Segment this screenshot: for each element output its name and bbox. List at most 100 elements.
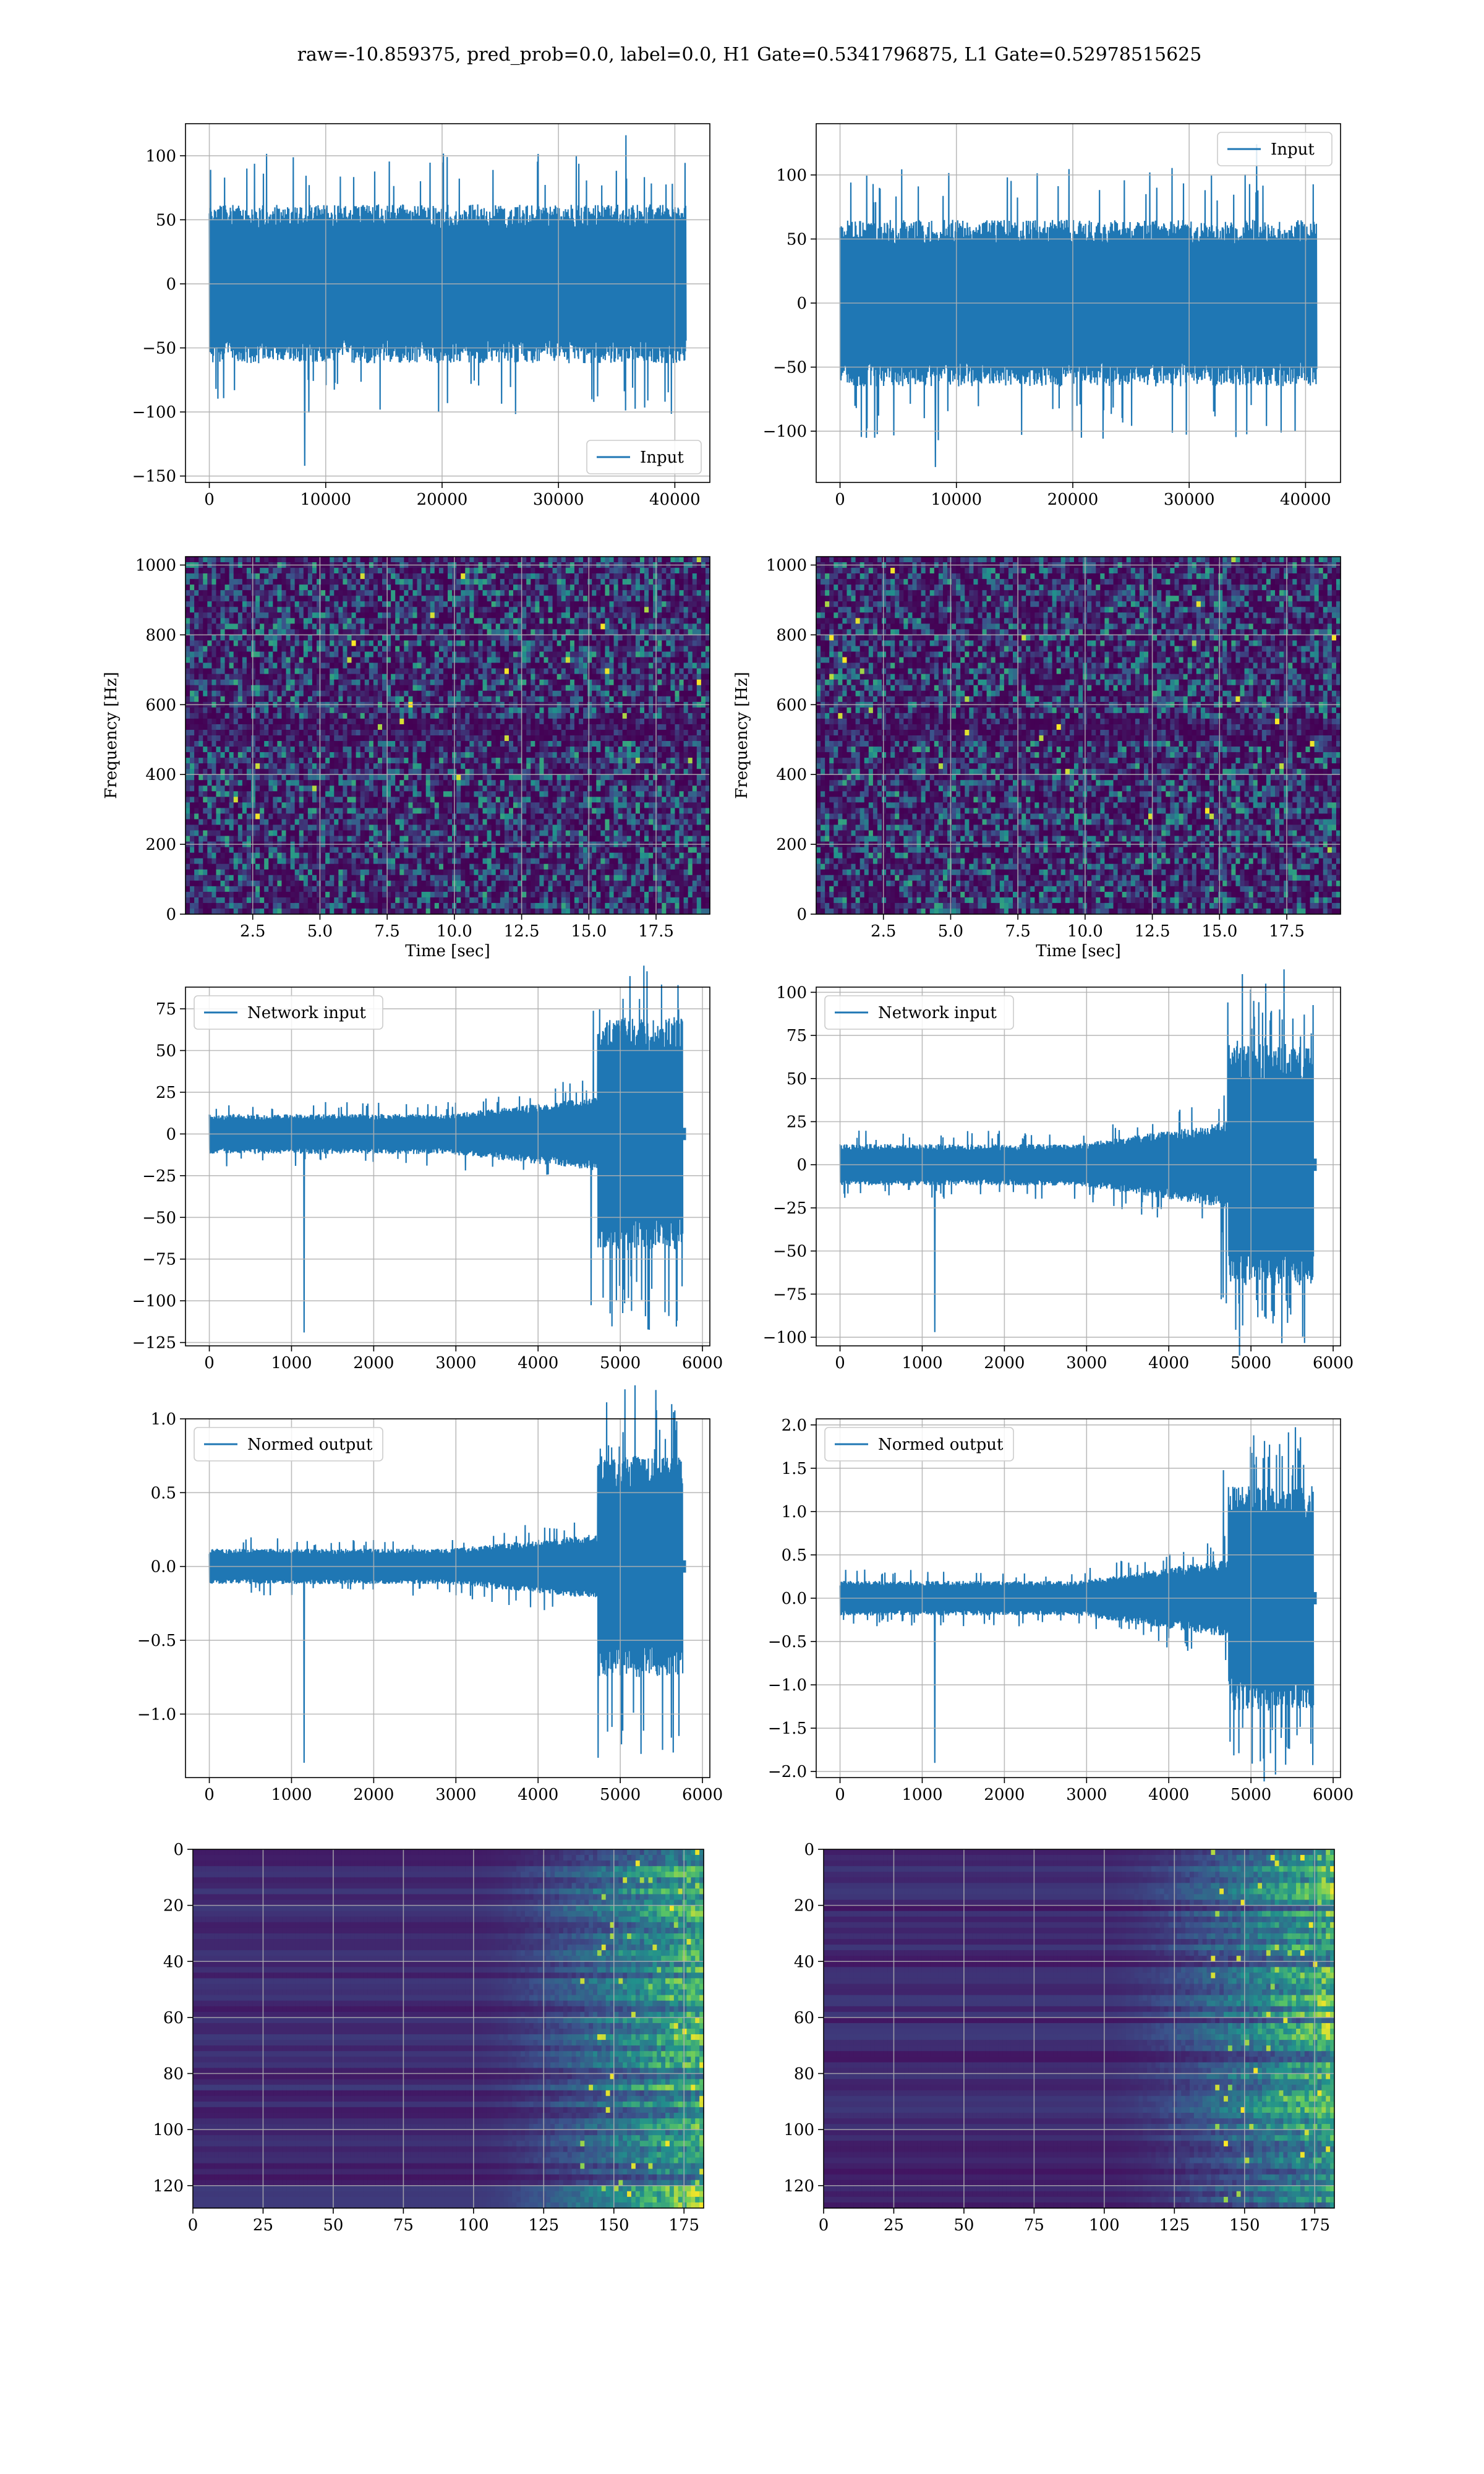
heatmap-cell	[242, 713, 247, 719]
heatmap-cell	[644, 691, 649, 697]
heatmap-cell	[627, 741, 632, 747]
heatmap-cell	[535, 747, 540, 753]
heatmap-cell	[544, 596, 548, 602]
heatmap-cell	[203, 590, 208, 596]
heatmap-cell	[378, 607, 383, 613]
heatmap-cell	[548, 735, 553, 742]
heatmap-cell	[382, 719, 387, 725]
heatmap-cell	[693, 691, 697, 697]
heatmap-cell	[186, 719, 190, 725]
heatmap-cell	[221, 730, 226, 736]
heatmap-cell	[360, 618, 365, 624]
heatmap-cell	[618, 618, 623, 624]
heatmap-cell	[509, 657, 514, 664]
heatmap-cell	[500, 573, 505, 580]
heatmap-cell	[439, 618, 444, 624]
heatmap-cell	[347, 646, 352, 653]
heatmap-cell	[321, 657, 326, 664]
heatmap-cell	[478, 730, 483, 736]
heatmap-cell	[553, 612, 558, 618]
heatmap-cell	[570, 719, 575, 725]
heatmap-cell	[281, 618, 286, 624]
heatmap-cell	[439, 590, 444, 596]
heatmap-cell	[382, 601, 387, 607]
heatmap-cell	[487, 719, 492, 725]
heatmap-cell	[286, 573, 291, 580]
heatmap-cell	[496, 685, 501, 691]
heatmap-cell	[295, 601, 300, 607]
heatmap-cell	[352, 674, 357, 680]
heatmap-cell	[286, 730, 291, 736]
heatmap-cell	[605, 607, 610, 613]
heatmap-cell	[234, 584, 239, 591]
heatmap-cell	[513, 663, 518, 669]
heatmap-cell	[360, 735, 365, 742]
heatmap-cell	[281, 663, 286, 669]
heatmap-cell	[264, 724, 269, 730]
heatmap-cell	[539, 584, 544, 591]
heatmap-cell	[583, 719, 588, 725]
heatmap-cell	[365, 573, 370, 580]
heatmap-cell	[644, 618, 649, 624]
heatmap-cell	[600, 691, 605, 697]
heatmap-cell	[465, 657, 470, 664]
heatmap-cell	[408, 713, 413, 719]
heatmap-cell	[417, 607, 422, 613]
heatmap-cell	[666, 674, 671, 680]
heatmap-cell	[666, 601, 671, 607]
heatmap-cell	[369, 618, 374, 624]
heatmap-cell	[500, 669, 505, 675]
heatmap-cell	[662, 724, 667, 730]
heatmap-cell	[684, 573, 689, 580]
heatmap-cell	[680, 691, 684, 697]
heatmap-cell	[321, 719, 326, 725]
heatmap-cell	[509, 719, 514, 725]
heatmap-cell	[378, 635, 383, 641]
heatmap-cell	[653, 568, 658, 574]
heatmap-cell	[356, 590, 361, 596]
heatmap-cell	[242, 696, 247, 703]
heatmap-cell	[373, 579, 378, 585]
heatmap-cell	[312, 708, 317, 714]
heatmap-cell	[225, 579, 230, 585]
heatmap-cell	[579, 730, 584, 736]
heatmap-cell	[194, 696, 199, 703]
heatmap-cell	[426, 669, 431, 675]
heatmap-cell	[352, 557, 357, 563]
heatmap-cell	[662, 657, 667, 664]
heatmap-cell	[561, 719, 566, 725]
heatmap-cell	[609, 629, 614, 635]
heatmap-cell	[291, 741, 296, 747]
heatmap-cell	[526, 646, 531, 653]
legend: Input	[587, 440, 701, 474]
heatmap-cell	[662, 730, 667, 736]
heatmap-cell	[583, 669, 588, 675]
heatmap-cell	[662, 713, 667, 719]
heatmap-cell	[273, 680, 278, 686]
heatmap-cell	[640, 719, 645, 725]
legend-label: Input	[640, 448, 684, 467]
heatmap-cell	[312, 680, 317, 686]
heatmap-cell	[483, 691, 488, 697]
heatmap-cell	[579, 640, 584, 646]
heatmap-cell	[627, 579, 632, 585]
heatmap-cell	[291, 618, 296, 624]
heatmap-cell	[623, 607, 628, 613]
heatmap-cell	[579, 612, 584, 618]
heatmap-cell	[286, 685, 291, 691]
heatmap-cell	[570, 573, 575, 580]
heatmap-cell	[373, 573, 378, 580]
heatmap-cell	[221, 674, 226, 680]
heatmap-cell	[404, 735, 409, 742]
heatmap-cell	[435, 663, 440, 669]
heatmap-cell	[526, 629, 531, 635]
heatmap-cell	[242, 730, 247, 736]
heatmap-cell	[548, 590, 553, 596]
heatmap-cell	[478, 669, 483, 675]
heatmap-cell	[583, 713, 588, 719]
heatmap-cell	[631, 663, 636, 669]
heatmap-cell	[644, 719, 649, 725]
heatmap-cell	[544, 618, 548, 624]
heatmap-cell	[448, 674, 453, 680]
heatmap-cell	[618, 724, 623, 730]
